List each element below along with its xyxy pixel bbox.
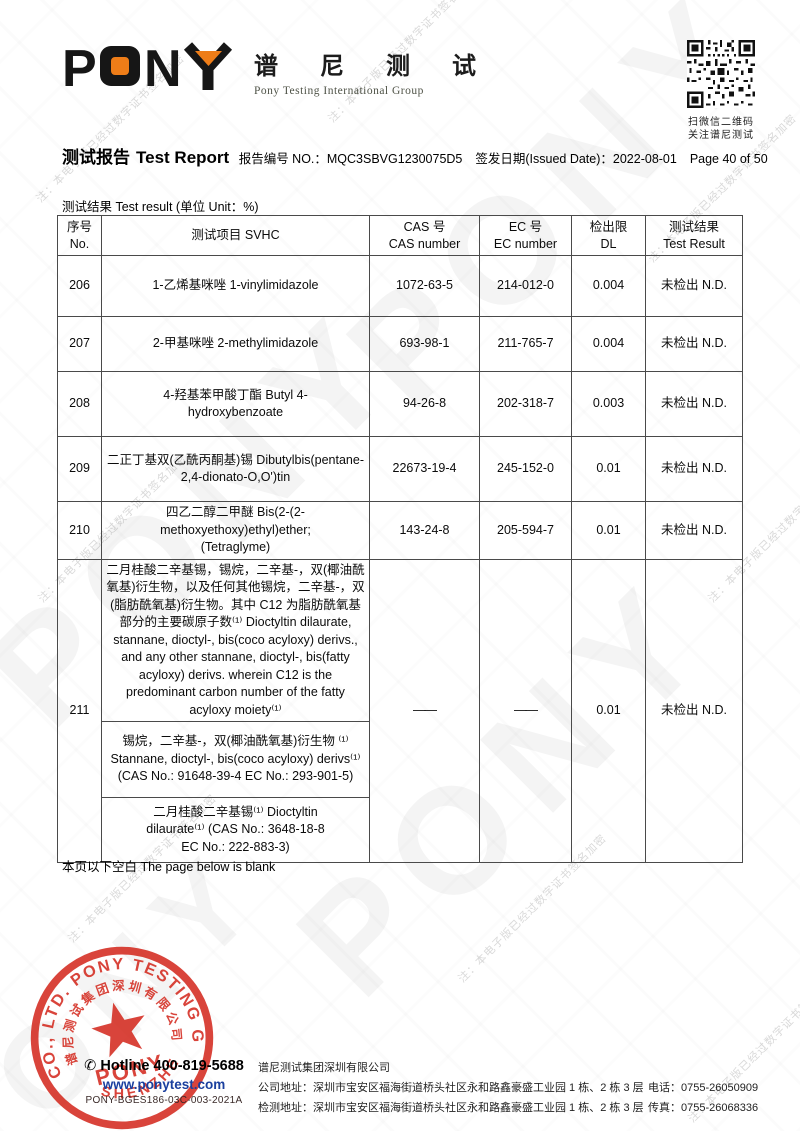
col-header-ec: EC 号 EC number [479,215,572,256]
table-header-row: 序号 No. 测试项目 SVHC CAS 号 CAS number EC 号 EC n… [57,215,743,256]
cell-item-part3: 二月桂酸二辛基锡⁽¹⁾ Dioctyltin dilaurate⁽¹⁾ (CAS… [101,797,370,863]
col-header-cas: CAS 号 CAS number [369,215,480,256]
hotline-text: Hotline 400-819-5688 [100,1058,244,1074]
cell-result: 未检出 N.D. [645,558,743,863]
cell-item: 1-乙烯基咪唑 1-vinylimidazole [101,255,370,317]
cell-result: 未检出 N.D. [645,501,743,560]
cell-dl: 0.004 [571,255,646,317]
cell-cas: 22673-19-4 [369,436,480,502]
cell-result: 未检出 N.D. [645,436,743,502]
col-header-no: 序号 No. [57,215,102,256]
cell-result: 未检出 N.D. [645,316,743,372]
cell-item: 二正丁基双(乙酰丙酮基)锡 Dibutylbis(pentane-2,4-dio… [101,436,370,502]
qr-block: 扫微信二维码 关注谱尼测试 [683,40,759,142]
cell-item-part2: 锡烷，二辛基-，双(椰油酰氧基)衍生物 ⁽¹⁾Stannane, dioctyl… [101,721,370,798]
cell-no: 206 [57,255,102,317]
table-row: 206 1-乙烯基咪唑 1-vinylimidazole 1072-63-5 2… [57,255,743,317]
table-row: 209 二正丁基双(乙酰丙酮基)锡 Dibutylbis(pentane-2,4… [57,436,743,502]
cell-dl: 0.01 [571,558,646,863]
company-tel: 电话：0755-26050909 [648,1082,759,1094]
page-blank-note: 本页以下空白 The page below is blank [62,860,276,874]
table-row: 207 2-甲基咪唑 2-methylimidazole 693-98-1 21… [57,316,743,372]
issued-date-value: 2022-08-01 [612,152,677,166]
cell-ec: 205-594-7 [479,501,572,560]
website-link[interactable]: www.ponytest.com [102,1077,226,1092]
cell-result: 未检出 N.D. [645,371,743,437]
col-header-dl: 检出限 DL [571,215,646,256]
qr-caption-line2: 关注谱尼测试 [688,130,754,141]
report-title-row: 测试报告 Test Report 报告编号 NO.：MQC3SBVG1230075… [62,143,768,168]
cell-no: 211 [57,558,102,863]
cell-ec: 211-765-7 [479,316,572,372]
footer-company-block: 谱尼测试集团深圳有限公司 公司地址：深圳市宝安区福海街道桥头社区永和路鑫豪盛工业… [258,1058,778,1118]
testing-address: 检测地址：深圳市宝安区福海街道桥头社区永和路鑫豪盛工业园 1 栋、2 栋 3 层 [258,1102,644,1114]
phone-icon: ✆ [84,1058,97,1074]
table-row-211: 211 二月桂酸二辛基锡，锡烷，二辛基-，双(椰油酰氧基)衍生物，以及任何其他锡… [57,558,743,863]
cell-dl: 0.01 [571,501,646,560]
col-header-item: 测试项目 SVHC [101,215,370,256]
logo-subtitle: Pony Testing International Group [254,85,424,97]
company-name: 谱尼测试集团深圳有限公司 [258,1062,390,1074]
table-caption: 测试结果 Test result (单位 Unit：%) [62,200,259,214]
cell-no: 207 [57,316,102,372]
cell-ec: —— [479,558,572,863]
test-result-table: 序号 No. 测试项目 SVHC CAS 号 CAS number EC 号 EC n… [57,215,743,863]
svg-text:N: N [144,40,182,98]
report-title-cn: 测试报告 [62,148,130,167]
table-row: 208 4-羟基苯甲酸丁酯 Butyl 4-hydroxybenzoate 94… [57,371,743,437]
cell-item: 四乙二醇二甲醚 Bis(2-(2-methoxyethoxy)ethyl)eth… [101,501,370,560]
header: P N 谱 尼 测 试 Pony Testing International G… [62,38,494,100]
qr-caption-line1: 扫微信二维码 [688,117,754,128]
cell-cas: 94-26-8 [369,371,480,437]
svg-text:P: P [62,40,97,98]
cell-cas: —— [369,558,480,863]
hotline-line: ✆ Hotline 400-819-5688 [74,1058,254,1074]
col-header-result: 测试结果 Test Result [645,215,743,256]
issued-date-label: 签发日期(Issued Date)： [475,152,613,166]
company-fax: 传真：0755-26068336 [648,1102,759,1114]
page-indicator: Page 40 of 50 [689,152,768,166]
company-stamp-icon: CO., LTD. PONY TESTING GROUP 谱尼测试集团深圳有限公… [26,942,214,1130]
cell-cas: 693-98-1 [369,316,480,372]
table-row-211-sub2: 锡烷，二辛基-，双(椰油酰氧基)衍生物 ⁽¹⁾Stannane, dioctyl… [58,721,743,798]
cell-dl: 0.01 [571,436,646,502]
logo-chinese-name: 谱 尼 测 试 [254,54,494,80]
cell-item: 4-羟基苯甲酸丁酯 Butyl 4-hydroxybenzoate [101,371,370,437]
cell-dl: 0.003 [571,371,646,437]
cell-cas: 1072-63-5 [369,255,480,317]
cell-item: 2-甲基咪唑 2-methylimidazole [101,316,370,372]
cell-dl: 0.004 [571,316,646,372]
report-no-value: MQC3SBVG1230075D5 [326,152,463,166]
cell-no: 208 [57,371,102,437]
report-no-label: 报告编号 NO.： [238,152,327,166]
company-address: 公司地址：深圳市宝安区福海街道桥头社区永和路鑫豪盛工业园 1 栋、2 栋 3 层 [258,1082,644,1094]
cell-ec: 245-152-0 [479,436,572,502]
pony-logo-icon: P N [62,40,233,98]
footer-contact-block: ✆ Hotline 400-819-5688 www.ponytest.com … [74,1058,254,1106]
cell-ec: 202-318-7 [479,371,572,437]
qr-caption: 扫微信二维码 关注谱尼测试 [683,116,759,142]
cell-ec: 214-012-0 [479,255,572,317]
report-title-en: Test Report [136,148,230,167]
cell-no: 209 [57,436,102,502]
table-row-211-sub3: 二月桂酸二辛基锡⁽¹⁾ Dioctyltin dilaurate⁽¹⁾ (CAS… [58,797,743,863]
cell-item-part1: 二月桂酸二辛基锡，锡烷，二辛基-，双(椰油酰氧基)衍生物，以及任何其他锡烷，二辛… [101,558,370,722]
cell-result: 未检出 N.D. [645,255,743,317]
document-code: PONY-BGES186-03C-003-2021A [85,1095,243,1106]
cell-cas: 143-24-8 [369,501,480,560]
cell-no: 210 [57,501,102,560]
table-row: 210 四乙二醇二甲醚 Bis(2-(2-methoxyethoxy)ethyl… [57,501,743,560]
qr-code-icon [687,40,755,108]
